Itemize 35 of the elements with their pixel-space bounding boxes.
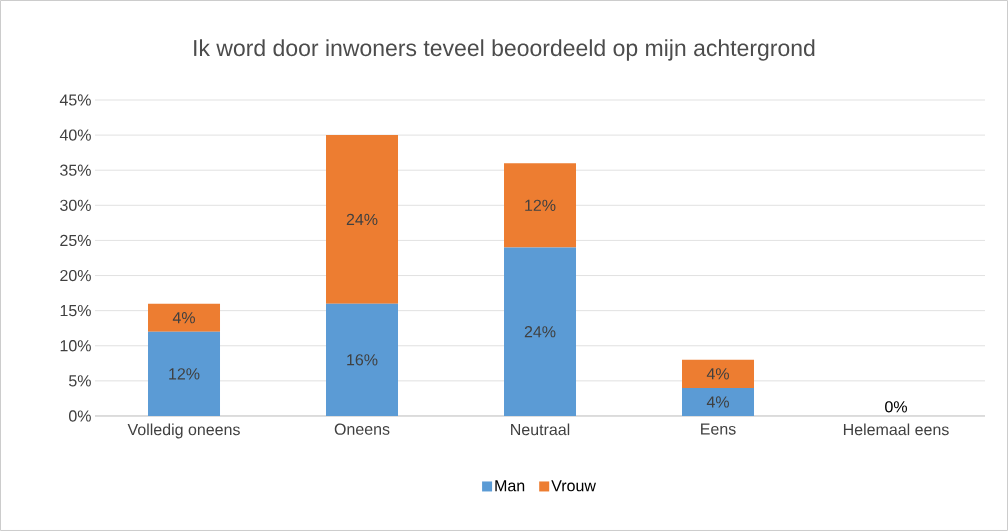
data-label: 4% [172,312,195,324]
y-tick-label: 15% [60,305,91,317]
x-tick-label: Oneens [334,423,390,435]
bar [682,387,755,416]
y-tick-label: 30% [60,199,91,211]
y-tick-label: 35% [60,164,91,176]
y-tick-label: 5% [69,375,91,387]
data-label: 24% [524,326,556,338]
x-tick-label: Neutraal [511,423,570,436]
x-tick-label: Eens [701,423,736,435]
y-tick-label: 25% [60,234,91,247]
x-tick-label: Volledig oneens [127,423,240,439]
y-tick-label: 10% [60,340,91,352]
data-label: 12% [525,199,556,211]
bar [326,303,399,416]
data-label: 16% [347,354,378,366]
bar [148,331,221,416]
bar [504,163,577,248]
chart-title: Ik word door inwoners teveel beoordeeld op mijn achtergrond [194,39,815,61]
data-label: 4% [706,396,729,408]
bar [504,247,577,416]
x-tick-label: Helemaal eens [843,423,949,436]
legend-label: Vrouw [551,480,596,492]
data-label: 4% [706,368,729,380]
bar [682,359,755,388]
y-tick-label: 40% [59,129,91,141]
bar [326,135,399,304]
y-tick-label: 20% [60,269,91,282]
bar [148,303,221,332]
data-label: 12% [169,368,200,380]
y-tick-label: 0% [68,410,91,422]
data-label: 24% [346,213,378,225]
data-label: 0% [885,401,907,413]
y-tick-label: 45% [59,94,91,106]
legend-label: Man [495,480,525,492]
